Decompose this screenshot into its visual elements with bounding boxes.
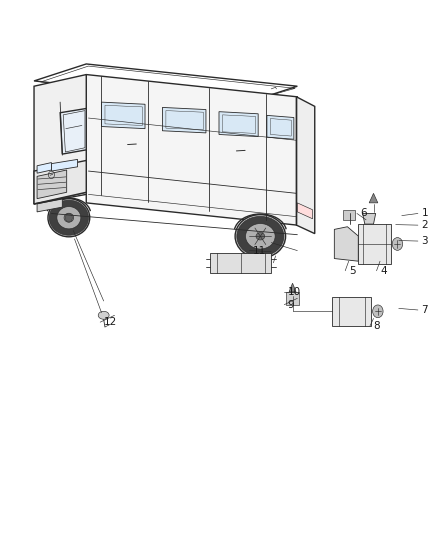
FancyBboxPatch shape	[210, 253, 271, 273]
Polygon shape	[60, 109, 86, 154]
Polygon shape	[267, 115, 294, 139]
Text: 5: 5	[349, 266, 355, 276]
Ellipse shape	[49, 200, 88, 235]
Polygon shape	[219, 112, 258, 136]
Ellipse shape	[57, 207, 81, 229]
Polygon shape	[37, 199, 62, 212]
Circle shape	[65, 214, 72, 222]
FancyBboxPatch shape	[286, 292, 299, 305]
FancyBboxPatch shape	[332, 297, 371, 326]
Polygon shape	[162, 108, 206, 133]
Circle shape	[373, 305, 383, 318]
Text: 10: 10	[288, 287, 301, 297]
Text: 3: 3	[421, 236, 428, 246]
Polygon shape	[369, 193, 378, 203]
Polygon shape	[297, 97, 315, 233]
Polygon shape	[37, 163, 51, 173]
Ellipse shape	[235, 215, 286, 258]
Text: 9: 9	[288, 300, 294, 310]
Polygon shape	[289, 283, 296, 292]
Polygon shape	[334, 227, 358, 261]
Polygon shape	[102, 102, 145, 128]
Text: 11: 11	[253, 246, 266, 256]
Ellipse shape	[237, 216, 284, 256]
Ellipse shape	[64, 213, 74, 222]
Polygon shape	[37, 170, 67, 199]
Polygon shape	[34, 160, 86, 204]
Text: 1: 1	[421, 208, 428, 219]
Ellipse shape	[246, 223, 275, 249]
Text: 8: 8	[374, 321, 380, 331]
Ellipse shape	[48, 199, 90, 237]
Polygon shape	[86, 75, 297, 225]
Circle shape	[392, 238, 403, 251]
Polygon shape	[51, 159, 78, 171]
Polygon shape	[297, 203, 313, 219]
FancyBboxPatch shape	[358, 224, 391, 264]
Text: 7: 7	[421, 305, 428, 315]
Text: 12: 12	[104, 317, 117, 327]
Ellipse shape	[256, 232, 265, 240]
Polygon shape	[34, 75, 86, 204]
Ellipse shape	[98, 311, 109, 319]
FancyBboxPatch shape	[343, 211, 355, 220]
Polygon shape	[363, 214, 376, 224]
Text: 6: 6	[360, 208, 367, 219]
Text: 2: 2	[421, 220, 428, 230]
Text: 4: 4	[380, 266, 387, 276]
